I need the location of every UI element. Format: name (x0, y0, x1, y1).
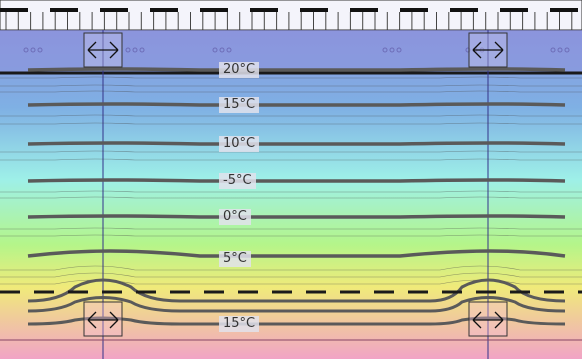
fine-contour (0, 114, 582, 117)
fastener-bottom-right (468, 301, 508, 337)
fine-contour (0, 122, 582, 125)
fine-contour (0, 196, 582, 199)
isotherms (27, 67, 566, 326)
fastener-bottom-left (83, 301, 123, 337)
isotherm-line (27, 316, 566, 326)
isotherm-label-inner-15c: 15°C (219, 316, 260, 332)
fastener-top-left (83, 32, 123, 68)
isotherm-label-5c: 5°C (219, 251, 251, 267)
fine-contour (0, 158, 582, 161)
cladding-grid-icon (5, 12, 573, 30)
isotherm-label-15c: 15°C (219, 97, 260, 113)
fine-contour (0, 227, 582, 230)
band-dot (212, 47, 218, 53)
fine-contour (0, 272, 582, 278)
band-dot (132, 47, 138, 53)
isotherm-line (27, 178, 566, 183)
insulation-band (0, 30, 582, 73)
fine-contour (0, 234, 582, 237)
fine-contour (0, 76, 582, 79)
band-dot (465, 47, 471, 53)
band-dot (23, 47, 29, 53)
isotherm-line (27, 214, 566, 219)
band-dot (564, 47, 570, 53)
fine-contour (0, 265, 582, 271)
band-dot (382, 47, 388, 53)
double-arrow-icon (472, 41, 504, 59)
double-arrow-icon (87, 41, 119, 59)
band-dot (396, 47, 402, 53)
isotherm-label-10c: 10°C (219, 136, 260, 152)
isotherm-line (27, 141, 566, 146)
isotherm-label-20c: 20°C (219, 62, 260, 78)
band-dot (139, 47, 145, 53)
band-dot (125, 47, 131, 53)
isotherm-label-0c: 0°C (219, 209, 251, 225)
band-dot (550, 47, 556, 53)
isotherm-line (27, 249, 566, 258)
band-dot (226, 47, 232, 53)
fine-contour (0, 90, 582, 93)
fine-contour (0, 84, 582, 87)
band-dot (389, 47, 395, 53)
isotherm-line (27, 278, 566, 303)
isotherm-line (27, 67, 566, 72)
cladding-strip (0, 0, 582, 31)
band-dot (219, 47, 225, 53)
band-dot (30, 47, 36, 53)
band-dot (557, 47, 563, 53)
isotherm-line (27, 102, 566, 107)
isotherm-label-minus5c: -5°C (219, 173, 256, 189)
band-dot (37, 47, 43, 53)
double-arrow-icon (87, 311, 119, 329)
isotherm-line (27, 296, 566, 313)
fine-contour (0, 190, 582, 193)
double-arrow-icon (472, 311, 504, 329)
fine-contour (0, 150, 582, 153)
fastener-top-right (468, 32, 508, 68)
